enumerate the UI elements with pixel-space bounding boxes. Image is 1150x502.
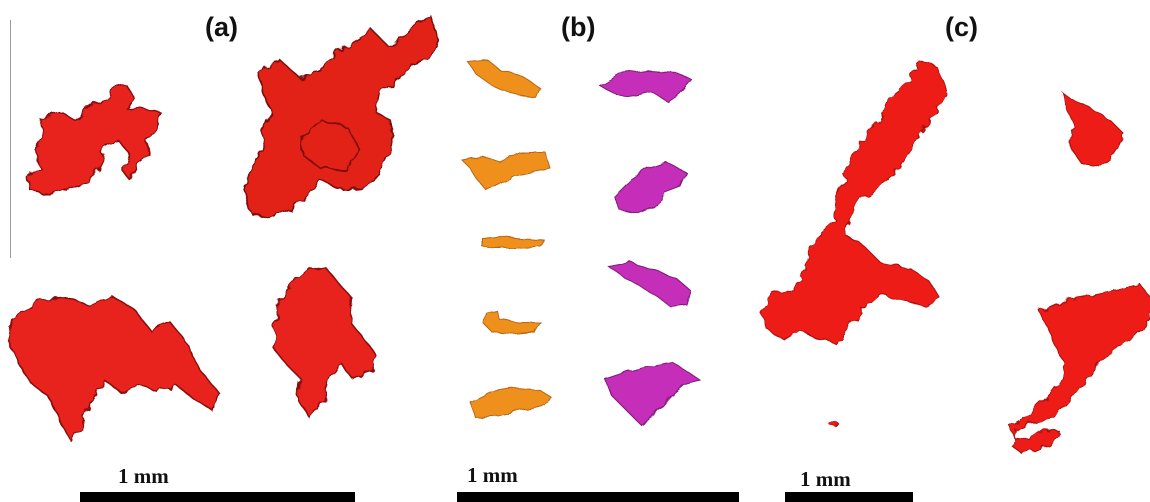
particle-c1 — [759, 61, 949, 345]
panel-b-orange-particles — [460, 59, 553, 419]
panel-a-label: (a) — [205, 12, 238, 42]
particle-b-orange-5 — [469, 387, 553, 419]
particle-a4 — [271, 267, 377, 420]
particle-b-orange-1 — [467, 59, 541, 99]
panel-a-scale-bar — [80, 492, 355, 502]
panel-a-particles — [7, 13, 439, 442]
particle-b-orange-4 — [483, 309, 541, 335]
particle-b-magenta-2 — [613, 161, 687, 215]
panel-a-scale-label: 1 mm — [118, 464, 169, 488]
particle-b-orange-2 — [460, 151, 551, 191]
particle-a3 — [7, 295, 219, 442]
particle-b-magenta-3 — [606, 261, 691, 307]
particle-b-magenta-1 — [598, 69, 693, 103]
panel-c-scale-bar — [785, 492, 913, 502]
panel-a-left-rule — [10, 20, 11, 258]
panel-b-scale-bar — [457, 492, 739, 502]
particle-a1 — [25, 83, 161, 196]
panel-b-label: (b) — [561, 12, 596, 42]
particle-b-orange-3 — [481, 235, 545, 249]
panel-c-label: (c) — [945, 12, 978, 42]
panel-c-particles — [759, 61, 1150, 455]
panel-b-scale-label: 1 mm — [467, 463, 518, 487]
particle-c2 — [1061, 90, 1125, 167]
particle-c3 — [1009, 283, 1150, 455]
panel-c-scale-label: 1 mm — [800, 467, 851, 491]
particle-b-magenta-4 — [605, 361, 702, 425]
panel-b-magenta-particles — [598, 69, 702, 425]
particle-a2 — [243, 13, 439, 219]
particle-c4 — [829, 420, 839, 428]
